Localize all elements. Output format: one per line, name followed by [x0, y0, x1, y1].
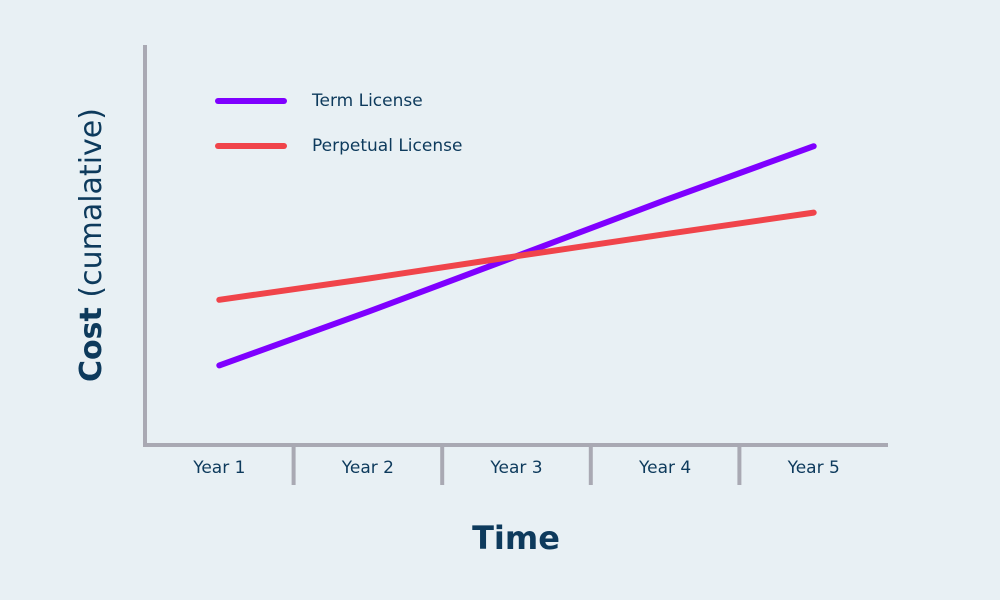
y-axis-label-bold: Cost	[74, 307, 109, 382]
x-tick-label: Year 5	[787, 458, 840, 478]
y-axis-label: Cost (cumalative)	[74, 108, 109, 382]
x-tick-label: Year 1	[192, 458, 245, 478]
x-tick-label: Year 3	[489, 458, 542, 478]
x-tick-label: Year 4	[638, 458, 691, 478]
series-line	[216, 209, 817, 303]
x-axis-label: Time	[472, 519, 560, 557]
legend-label: Perpetual License	[312, 136, 462, 156]
x-tick-label: Year 2	[341, 458, 394, 478]
y-axis-label-rest: (cumalative)	[74, 108, 109, 298]
legend-label: Term License	[311, 91, 423, 111]
